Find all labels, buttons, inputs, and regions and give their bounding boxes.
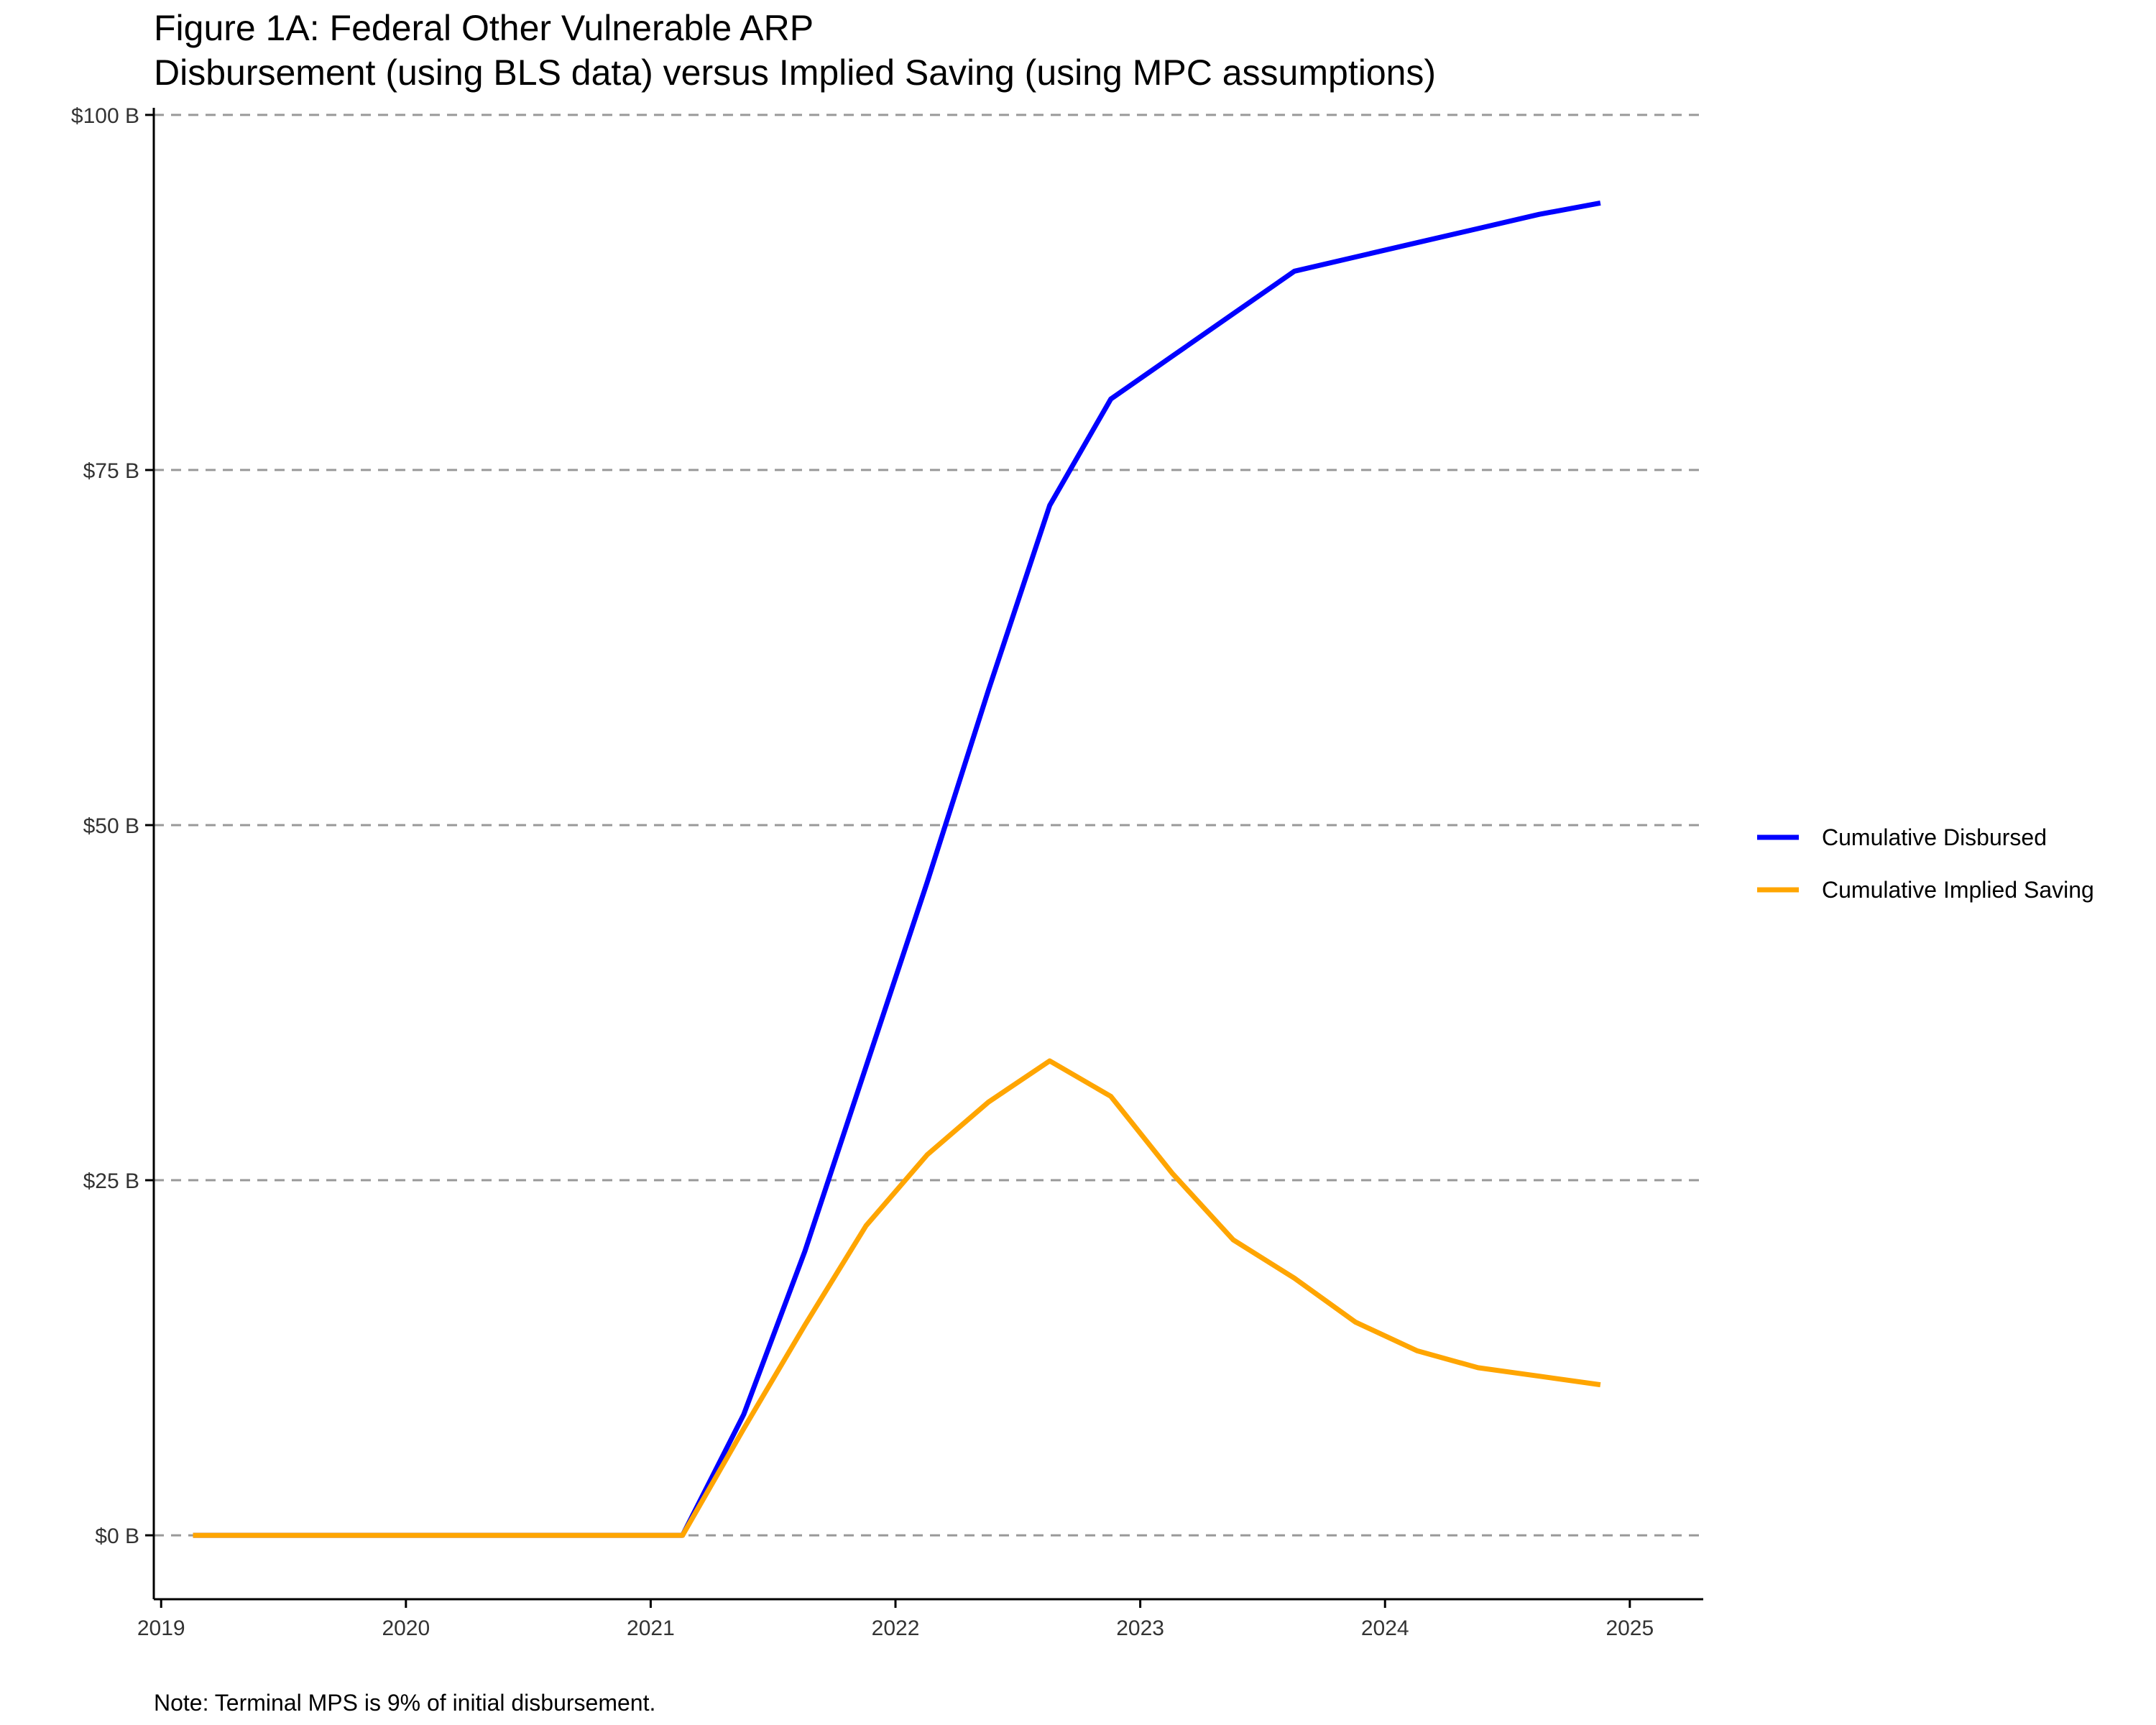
axes: $0 B $25 B $50 B $75 B $100 B 2019 2020 2021 202… bbox=[71, 104, 1703, 1640]
y-tick-label-3: $75 B bbox=[83, 459, 139, 483]
y-tick-label-2: $50 B bbox=[83, 814, 139, 838]
series-layer bbox=[193, 200, 1601, 1538]
x-tick-label-5: 2024 bbox=[1361, 1616, 1409, 1640]
y-tick-label-4: $100 B bbox=[71, 104, 139, 128]
legend-label-cumulative-implied-saving: Cumulative Implied Saving bbox=[1822, 877, 2094, 903]
series-line-cumulative-implied-saving bbox=[193, 1058, 1601, 1538]
legend: Cumulative Disbursed Cumulative Implied S… bbox=[1757, 824, 2094, 903]
x-tick-label-1: 2020 bbox=[382, 1616, 430, 1640]
series-line-cumulative-disbursed bbox=[193, 200, 1601, 1538]
x-tick-label-6: 2025 bbox=[1606, 1616, 1654, 1640]
chart-note: Note: Terminal MPS is 9% of initial disb… bbox=[154, 1690, 655, 1716]
chart-subtitle: Disbursement (using BLS data) versus Imp… bbox=[154, 52, 1436, 93]
x-tick-label-4: 2023 bbox=[1116, 1616, 1164, 1640]
y-tick-label-1: $25 B bbox=[83, 1169, 139, 1193]
x-tick-label-3: 2022 bbox=[872, 1616, 920, 1640]
x-tick-label-2: 2021 bbox=[627, 1616, 675, 1640]
chart-title: Figure 1A: Federal Other Vulnerable ARP bbox=[154, 8, 814, 48]
y-tick-label-0: $0 B bbox=[95, 1524, 139, 1548]
legend-label-cumulative-disbursed: Cumulative Disbursed bbox=[1822, 824, 2047, 850]
x-tick-label-0: 2019 bbox=[137, 1616, 185, 1640]
